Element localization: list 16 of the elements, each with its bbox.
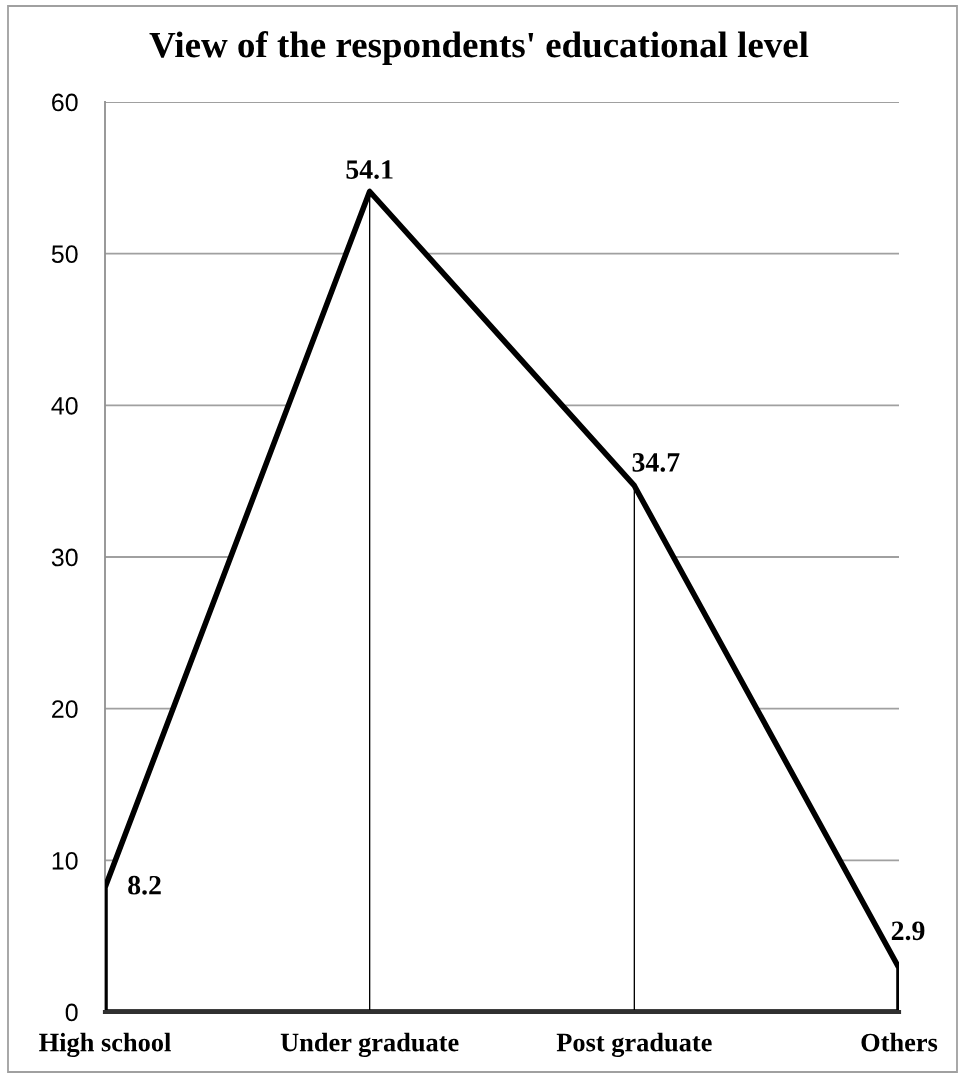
x-tick-label: High school bbox=[39, 1032, 171, 1057]
y-tick-label: 60 bbox=[52, 93, 78, 112]
data-label: 2.9 bbox=[891, 921, 925, 941]
y-tick-label: 20 bbox=[52, 700, 78, 718]
x-tick-label: Under graduate bbox=[280, 1032, 459, 1057]
y-tick-label: 40 bbox=[51, 396, 78, 415]
y-tick-label: 0 bbox=[65, 1003, 78, 1022]
y-tick-label: 30 bbox=[51, 548, 78, 567]
data-label: 34.7 bbox=[632, 453, 680, 472]
y-tick-label: 10 bbox=[52, 851, 78, 870]
x-tick-label: Post graduate bbox=[556, 1032, 712, 1057]
y-tick-label: 50 bbox=[51, 245, 78, 263]
data-label: 8.2 bbox=[128, 875, 161, 895]
x-tick-label: Others bbox=[861, 1032, 938, 1052]
data-label: 54.1 bbox=[346, 160, 393, 180]
chart-title: View of the respondents' educational level bbox=[149, 31, 809, 65]
